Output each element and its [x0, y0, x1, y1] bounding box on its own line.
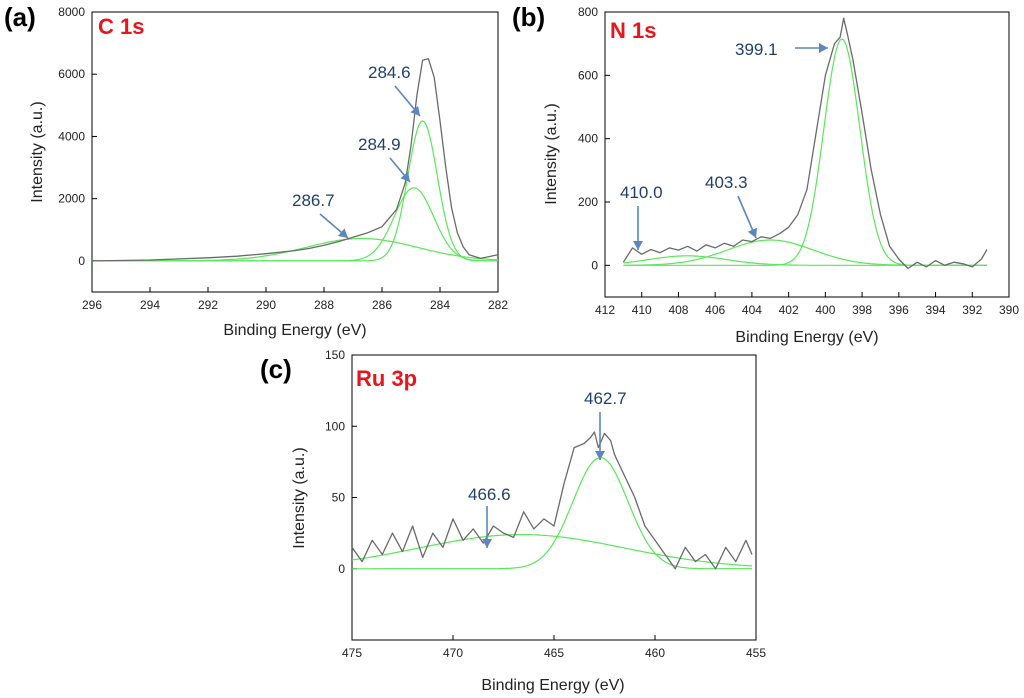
- panel-c-x-tick-label: 475: [342, 646, 362, 660]
- panel-b-y-tick-label: 400: [578, 132, 598, 146]
- panel-c-y-tick-label: 100: [325, 419, 345, 433]
- panel-a-x-tick-label: 286: [372, 298, 392, 312]
- panel-c-peak-label: 462.7: [584, 389, 627, 408]
- panel-a: (a) C 1s 296 294 292 290 288 286 284 282 0 2000 4…: [4, 2, 508, 339]
- panel-b-fit-component-2: [623, 239, 987, 266]
- panel-c-fit-curves: [351, 456, 753, 570]
- panel-b-fit-curves: [623, 38, 987, 266]
- panel-b-annotations: 399.1 403.3 410.0: [620, 40, 828, 250]
- panel-b-y-ticks: 0 200 400 600 800: [578, 5, 610, 272]
- panel-b-peak-arrowhead: [819, 43, 828, 53]
- panel-b-x-tick-label: 396: [889, 303, 909, 317]
- panel-b-peak-arrowhead: [633, 241, 643, 250]
- panel-c-y-tick-label: 50: [332, 491, 346, 505]
- panel-b-plot-frame: [604, 11, 1010, 298]
- panel-c-x-tick-label: 455: [746, 646, 766, 660]
- panel-a-y-tick-label: 8000: [58, 5, 85, 19]
- panel-a-peak-label: 286.7: [292, 191, 335, 210]
- panel-b-peak-label: 399.1: [735, 40, 778, 59]
- panel-b-x-tick-label: 390: [999, 303, 1019, 317]
- panel-b: (b) N 1s 412 410 408 406 404 402 400 398 396 394 3…: [512, 2, 1019, 346]
- panel-b-x-tick-label: 394: [926, 303, 946, 317]
- panel-a-x-tick-label: 284: [430, 298, 450, 312]
- panel-c-x-tick-label: 460: [645, 646, 665, 660]
- panel-c: (c) Ru 3p 475 470 465 460 455 0 50 100 150 462.…: [260, 348, 766, 694]
- panel-a-title: C 1s: [98, 14, 144, 39]
- panel-a-y-tick-label: 2000: [58, 192, 85, 206]
- panel-b-x-tick-label: 400: [815, 303, 835, 317]
- panel-a-x-ticks: 296 294 292 290 288 286 284 282: [82, 287, 508, 312]
- panel-a-x-tick-label: 290: [256, 298, 276, 312]
- panel-a-y-tick-label: 6000: [58, 67, 85, 81]
- panel-b-x-tick-label: 410: [632, 303, 652, 317]
- panel-c-measured-spectrum: [351, 431, 753, 570]
- panel-b-x-tick-label: 398: [852, 303, 872, 317]
- panel-b-y-tick-label: 200: [578, 195, 598, 209]
- panel-a-plot-frame: [91, 11, 499, 293]
- panel-c-peak-arrowhead: [595, 451, 605, 460]
- panel-c-x-axis-label: Binding Energy (eV): [481, 677, 624, 694]
- panel-c-title: Ru 3p: [356, 366, 417, 391]
- panel-b-y-tick-label: 800: [578, 5, 598, 19]
- panel-b-y-tick-label: 600: [578, 68, 598, 82]
- panel-b-fit-component-3: [623, 255, 987, 266]
- panel-c-x-tick-label: 470: [443, 646, 463, 660]
- panel-c-peak-label: 466.6: [468, 485, 511, 504]
- panel-a-fit-component-3: [92, 237, 499, 262]
- panel-a-peak-arrowhead: [337, 228, 348, 238]
- panel-a-y-tick-label: 4000: [58, 129, 85, 143]
- panel-c-x-tick-label: 465: [544, 646, 564, 660]
- panel-a-y-ticks: 0 2000 4000 6000 8000: [58, 5, 97, 268]
- panel-a-annotations: 284.6 284.9 286.7: [292, 63, 421, 239]
- panel-b-x-tick-label: 404: [742, 303, 762, 317]
- panel-a-letter: (a): [4, 2, 36, 32]
- panel-a-x-tick-label: 282: [488, 298, 508, 312]
- panel-c-y-tick-label: 150: [325, 348, 345, 362]
- panel-b-x-axis-label: Binding Energy (eV): [735, 329, 878, 346]
- panel-b-peak-arrowhead: [747, 227, 758, 238]
- panel-a-measured-spectrum: [91, 58, 499, 262]
- panel-a-y-tick-label: 0: [78, 254, 85, 268]
- panel-b-letter: (b): [512, 2, 545, 32]
- panel-c-annotations: 462.7 466.6: [468, 389, 627, 548]
- panel-a-x-tick-label: 288: [314, 298, 334, 312]
- panel-a-x-tick-label: 296: [82, 298, 102, 312]
- panel-a-peak-label: 284.9: [358, 135, 401, 154]
- panel-b-x-tick-label: 406: [705, 303, 725, 317]
- panel-c-letter: (c): [260, 354, 292, 384]
- panel-b-peak-label: 403.3: [705, 173, 748, 192]
- panel-b-x-ticks: 412 410 408 406 404 402 400 398 396 394 392 390: [595, 292, 1019, 317]
- panel-a-y-axis-label: Intensity (a.u.): [29, 101, 46, 202]
- panel-a-peak-arrowhead: [400, 171, 410, 182]
- panel-c-plot-frame: [351, 354, 757, 641]
- panel-b-x-tick-label: 402: [779, 303, 799, 317]
- panel-b-x-tick-label: 408: [668, 303, 688, 317]
- panel-c-peak-arrowhead: [482, 539, 492, 548]
- panel-a-peak-label: 284.6: [368, 63, 411, 82]
- panel-b-x-tick-label: 412: [595, 303, 615, 317]
- panel-b-peak-label: 410.0: [620, 183, 663, 202]
- panel-c-y-axis-label: Intensity (a.u.): [291, 447, 308, 548]
- panel-a-x-tick-label: 294: [140, 298, 160, 312]
- panel-a-x-tick-label: 292: [198, 298, 218, 312]
- panel-b-title: N 1s: [610, 18, 656, 43]
- panel-b-x-tick-label: 392: [962, 303, 982, 317]
- panel-c-y-ticks: 0 50 100 150: [325, 348, 357, 576]
- panel-b-fit-component-1: [623, 38, 987, 266]
- panel-c-fit-component-2: [351, 534, 753, 567]
- panel-c-fit-component-1: [352, 456, 752, 570]
- panel-a-peak-arrowhead: [410, 105, 420, 116]
- panel-b-y-tick-label: 0: [591, 258, 598, 272]
- panel-b-measured-spectrum: [622, 17, 988, 270]
- panel-c-x-ticks: 475 470 465 460 455: [342, 635, 766, 660]
- panel-b-y-axis-label: Intensity (a.u.): [543, 103, 560, 204]
- panel-c-y-tick-label: 0: [338, 562, 345, 576]
- panel-a-x-axis-label: Binding Energy (eV): [223, 322, 366, 339]
